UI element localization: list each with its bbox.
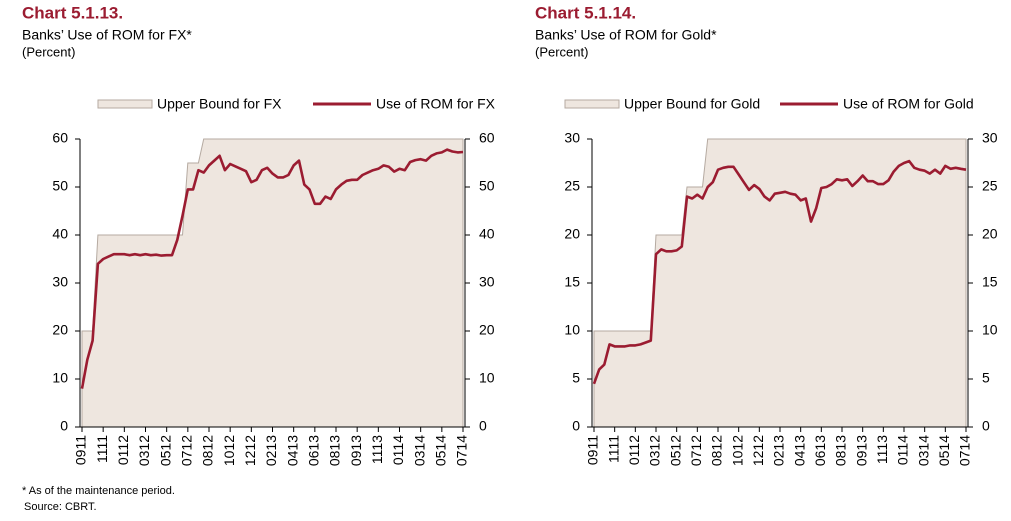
y2-tick-label: 40 xyxy=(479,226,495,242)
x-tick-label: 0712 xyxy=(688,435,704,466)
x-tick-label: 1212 xyxy=(242,435,258,466)
y2-tick-label: 60 xyxy=(479,130,495,146)
legend-swatch xyxy=(97,99,153,109)
y-tick-label: 30 xyxy=(564,130,580,146)
x-tick-label: 0613 xyxy=(306,435,322,466)
y2-tick-label: 50 xyxy=(479,178,495,194)
y2-tick-label: 20 xyxy=(982,226,998,242)
y2-tick-label: 10 xyxy=(479,370,495,386)
x-tick-label: 0112 xyxy=(626,435,642,465)
y-tick-label: 20 xyxy=(52,322,68,338)
x-tick-label: 0913 xyxy=(348,435,364,466)
x-tick-label: 0813 xyxy=(327,435,343,466)
x-tick-label: 0514 xyxy=(433,435,449,466)
x-tick-label: 1012 xyxy=(729,435,745,466)
y2-tick-label: 0 xyxy=(479,418,487,434)
area xyxy=(81,138,464,428)
y2-tick-label: 30 xyxy=(479,274,495,290)
x-tick-label: 1012 xyxy=(221,435,237,466)
x-tick-label: 0514 xyxy=(936,435,952,466)
legend-label: Upper Bound for Gold xyxy=(624,96,760,112)
y-tick-label: 50 xyxy=(52,178,68,194)
x-tick-label: 0114 xyxy=(895,435,911,465)
x-tick-label: 1111 xyxy=(94,435,110,463)
x-tick-label: 0812 xyxy=(200,435,216,466)
y-tick-label: 40 xyxy=(52,226,68,242)
y-tick-label: 5 xyxy=(572,370,580,386)
y-tick-label: 15 xyxy=(564,274,580,290)
footnote: * As of the maintenance period. xyxy=(22,485,175,497)
y2-tick-label: 10 xyxy=(982,322,998,338)
chart-title: Chart 5.1.14. xyxy=(535,3,636,22)
x-tick-label: 0714 xyxy=(454,435,470,466)
chart-unit: (Percent) xyxy=(535,44,588,59)
y-tick-label: 10 xyxy=(564,322,580,338)
y-tick-label: 20 xyxy=(564,226,580,242)
x-tick-label: 0813 xyxy=(833,435,849,466)
x-tick-label: 0613 xyxy=(812,435,828,466)
legend-label: Upper Bound for FX xyxy=(157,96,282,112)
line xyxy=(80,148,464,389)
x-tick-label: 0413 xyxy=(284,435,300,466)
y2-tick-label: 5 xyxy=(982,370,990,386)
x-tick-label: 0413 xyxy=(791,435,807,466)
y2-tick-label: 20 xyxy=(479,322,495,338)
x-tick-label: 0114 xyxy=(390,435,406,465)
y2-tick-label: 30 xyxy=(982,130,998,146)
x-tick-label: 1113 xyxy=(874,435,890,464)
chart-unit: (Percent) xyxy=(22,44,75,59)
x-tick-label: 0712 xyxy=(179,435,195,466)
y2-tick-label: 15 xyxy=(982,274,998,290)
x-tick-label: 0512 xyxy=(157,435,173,466)
y2-tick-label: 25 xyxy=(982,178,998,194)
legend-label: Use of ROM for Gold xyxy=(843,96,974,112)
y-tick-label: 0 xyxy=(60,418,68,434)
area xyxy=(593,138,967,428)
y2-tick-label: 0 xyxy=(982,418,990,434)
x-tick-label: 0911 xyxy=(73,435,89,465)
x-tick-label: 0213 xyxy=(771,435,787,466)
x-tick-label: 1113 xyxy=(369,435,385,464)
line xyxy=(592,159,967,385)
x-tick-label: 0812 xyxy=(709,435,725,466)
x-tick-label: 0112 xyxy=(115,435,131,465)
y-tick-label: 0 xyxy=(572,418,580,434)
legend-label: Use of ROM for FX xyxy=(376,96,496,112)
x-tick-label: 0911 xyxy=(585,435,601,465)
x-tick-label: 0213 xyxy=(263,435,279,466)
x-tick-label: 0312 xyxy=(647,435,663,466)
x-tick-label: 0913 xyxy=(853,435,869,466)
source: Source: CBRT. xyxy=(24,501,97,513)
y-tick-label: 30 xyxy=(52,274,68,290)
x-tick-label: 0312 xyxy=(136,435,152,466)
chart-subtitle: Banks’ Use of ROM for FX* xyxy=(22,27,192,43)
y-tick-label: 60 xyxy=(52,130,68,146)
x-tick-label: 0314 xyxy=(915,435,931,466)
y-tick-label: 25 xyxy=(564,178,580,194)
chart-title: Chart 5.1.13. xyxy=(22,3,123,22)
chart-subtitle: Banks’ Use of ROM for Gold* xyxy=(535,27,717,43)
x-tick-label: 0314 xyxy=(411,435,427,466)
x-tick-label: 0714 xyxy=(957,435,973,466)
x-tick-label: 0512 xyxy=(667,435,683,466)
y-tick-label: 10 xyxy=(52,370,68,386)
legend-swatch xyxy=(564,99,620,109)
x-tick-label: 1212 xyxy=(750,435,766,466)
x-tick-label: 1111 xyxy=(605,435,621,463)
